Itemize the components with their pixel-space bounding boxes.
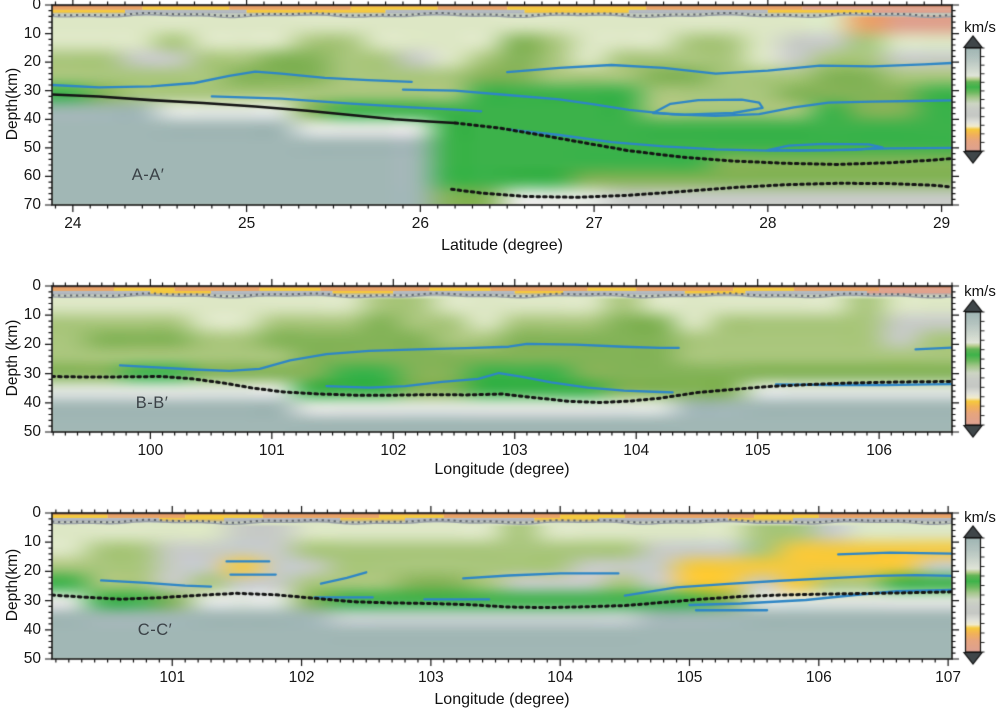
figure-canvas xyxy=(0,0,1000,710)
tomography-figure: Depth(km) Depth (km) Depth(km) Latitude … xyxy=(0,0,1000,710)
